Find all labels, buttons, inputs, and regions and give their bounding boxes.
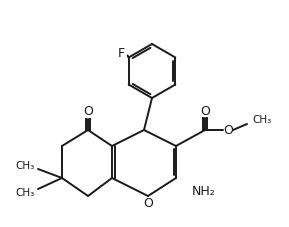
Text: F: F	[118, 47, 125, 60]
Text: O: O	[143, 197, 153, 210]
Text: O: O	[200, 105, 210, 118]
Text: NH₂: NH₂	[192, 185, 216, 198]
Text: CH₃: CH₃	[16, 187, 35, 197]
Text: CH₃: CH₃	[16, 160, 35, 170]
Text: O: O	[83, 105, 93, 118]
Text: O: O	[223, 124, 233, 137]
Text: CH₃: CH₃	[252, 114, 271, 124]
